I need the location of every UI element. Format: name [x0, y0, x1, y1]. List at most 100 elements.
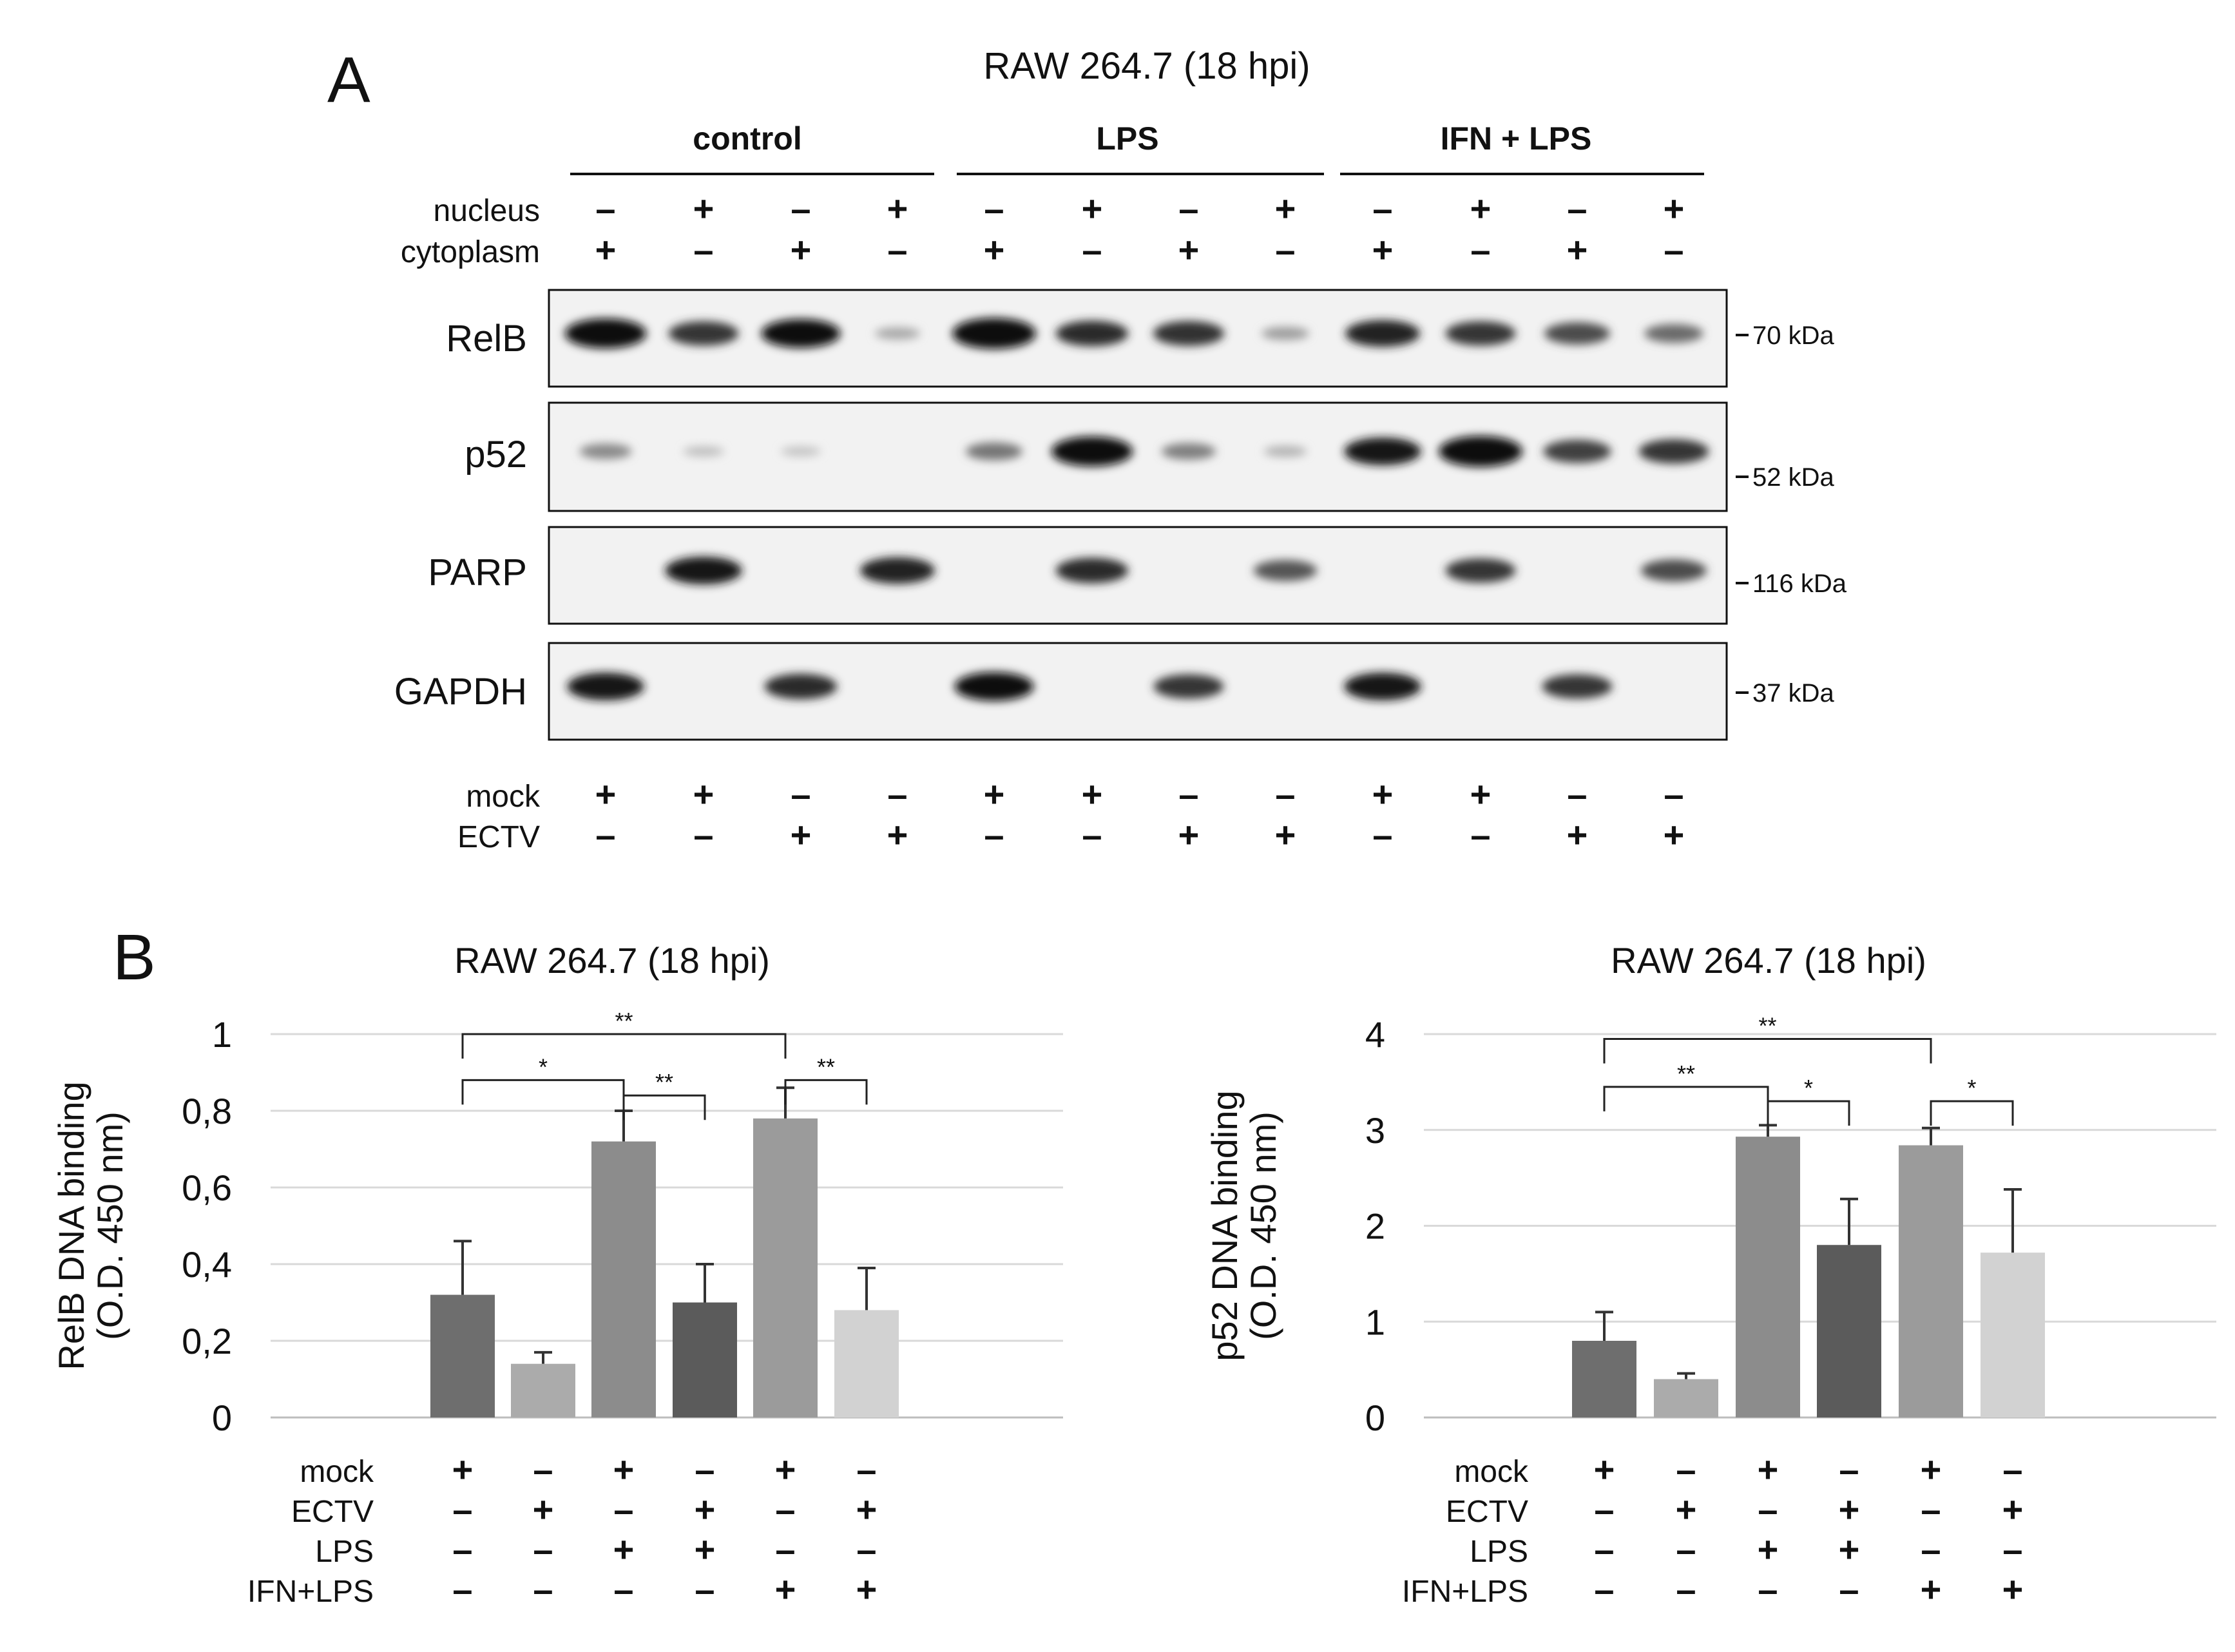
blot-strip-relb: 70 kDa — [548, 289, 1834, 388]
fraction-sign: – — [1470, 229, 1490, 270]
blot-band — [874, 327, 921, 340]
y-tick-label: 4 — [1365, 1014, 1385, 1055]
group-header-control: control — [693, 120, 801, 157]
blot-band — [1161, 443, 1216, 460]
condition-sign: – — [1594, 1529, 1614, 1570]
treatment-sign: + — [1372, 774, 1394, 814]
condition-sign: – — [775, 1489, 795, 1530]
treatment-sign: – — [1372, 814, 1392, 855]
blot-label-gapdh: GAPDH — [394, 671, 527, 713]
fraction-sign: + — [1082, 188, 1103, 229]
row-label-cytoplasm: cytoplasm — [401, 235, 540, 269]
condition-sign: – — [2002, 1529, 2022, 1570]
blot-band — [564, 318, 647, 349]
bar — [1981, 1253, 2045, 1417]
blot-label-parp: PARP — [428, 552, 527, 593]
condition-sign: + — [1594, 1449, 1615, 1490]
fraction-sign: + — [791, 229, 812, 270]
condition-sign: – — [1676, 1529, 1696, 1570]
blot-band — [1263, 445, 1307, 457]
blot-band — [1644, 323, 1703, 343]
condition-sign: – — [1921, 1489, 1941, 1530]
panel-a: A RAW 264.7 (18 hpi) control LPS IFN + L… — [327, 44, 1847, 855]
blot-band — [1344, 673, 1421, 700]
blot-band — [1055, 557, 1129, 584]
condition-sign: + — [2002, 1569, 2024, 1609]
row-label-nucleus: nucleus — [434, 194, 540, 228]
condition-sign: – — [533, 1529, 553, 1570]
bar — [834, 1310, 899, 1417]
bar — [1654, 1379, 1718, 1417]
blot-band — [1253, 560, 1318, 581]
significance-bracket — [1930, 1100, 2014, 1126]
treatment-sign: – — [984, 814, 1004, 855]
blot-band — [1544, 322, 1610, 345]
treatment-sign: + — [791, 814, 812, 855]
treatment-sign: + — [1470, 774, 1492, 814]
bar — [430, 1294, 495, 1417]
blot-band — [1445, 558, 1516, 583]
blot-band — [1542, 674, 1613, 699]
blot-band — [1445, 321, 1516, 346]
condition-sign: + — [695, 1529, 716, 1570]
condition-label: IFN+LPS — [1402, 1575, 1528, 1609]
significance-label: ** — [817, 1053, 835, 1080]
blot-band — [1051, 436, 1133, 466]
condition-sign: – — [1676, 1449, 1696, 1490]
treatment-sign: – — [595, 814, 615, 855]
condition-sign: + — [775, 1569, 796, 1609]
significance-label: * — [1804, 1075, 1813, 1101]
condition-sign: – — [452, 1489, 472, 1530]
treatment-sign: + — [984, 774, 1005, 814]
condition-sign: + — [1676, 1489, 1697, 1530]
treatment-sign: + — [1178, 814, 1200, 855]
y-tick-label: 0,2 — [182, 1321, 232, 1361]
condition-label: mock — [1454, 1455, 1529, 1489]
fraction-sign: + — [1275, 188, 1296, 229]
blot-label-relb: RelB — [446, 318, 527, 360]
condition-sign: – — [452, 1529, 472, 1570]
y-tick-label: 0 — [1365, 1397, 1385, 1438]
fraction-sign: – — [887, 229, 907, 270]
y-tick-label: 0 — [212, 1397, 232, 1438]
condition-label: LPS — [315, 1535, 374, 1569]
condition-sign: + — [1921, 1449, 1942, 1490]
blot-band — [966, 442, 1022, 461]
fraction-sign: – — [1567, 188, 1587, 229]
blot-band — [1543, 439, 1611, 463]
blot-frame — [548, 289, 1728, 388]
significance-bracket — [784, 1079, 868, 1105]
blot-frame — [548, 642, 1728, 741]
blot-frame — [548, 401, 1728, 512]
western-blots: RelB p52 PARP GAPDH 70 kDa 52 kDa 116 kDa 3… — [394, 289, 1847, 741]
fraction-sign: + — [1372, 229, 1394, 270]
blot-band — [683, 446, 724, 457]
group-header-ifn-lps: IFN + LPS — [1441, 120, 1592, 157]
y-tick-label: 1 — [212, 1014, 232, 1055]
condition-sign: – — [1758, 1569, 1778, 1609]
condition-sign: + — [775, 1449, 796, 1490]
row-label-ectv: ECTV — [457, 820, 540, 854]
blot-band — [1439, 436, 1522, 467]
treatment-sign: + — [887, 814, 908, 855]
blot-band — [860, 557, 935, 584]
blot-band — [952, 318, 1036, 349]
blot-band — [1344, 437, 1421, 466]
significance-label: ** — [1677, 1061, 1695, 1087]
y-axis-label: (O.D. 450 nm) — [90, 1111, 130, 1340]
treatment-sign: – — [1567, 774, 1587, 814]
blot-band — [579, 443, 632, 459]
fraction-sign: + — [1567, 229, 1588, 270]
condition-sign: + — [452, 1449, 474, 1490]
y-tick-label: 2 — [1365, 1206, 1385, 1247]
blot-band — [665, 557, 742, 584]
bar — [673, 1302, 737, 1417]
y-tick-label: 0,8 — [182, 1091, 232, 1131]
panel-b: B RAW 264.7 (18 hpi) 0 0,2 0,4 0,6 0,8 1 RelB D… — [51, 921, 2216, 1609]
treatment-rows: mock ECTV + + – – + + – – + + – –– – + + – – + + – – + + — [457, 774, 1684, 855]
chart-title: RAW 264.7 (18 hpi) — [454, 940, 770, 981]
significance-label: ** — [1758, 1012, 1776, 1039]
y-axis-label: (O.D. 450 nm) — [1243, 1111, 1283, 1340]
bar — [1572, 1341, 1636, 1417]
